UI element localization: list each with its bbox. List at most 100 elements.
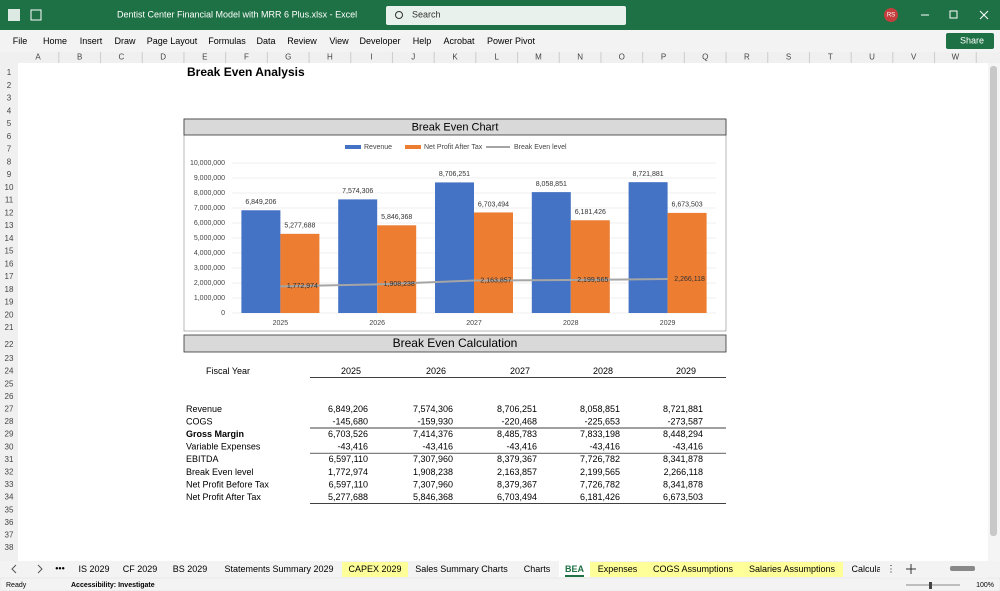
ribbon-tab[interactable]: File <box>13 36 28 46</box>
y-tick-label: 1,000,000 <box>194 295 225 302</box>
zoom-level: 100% <box>976 582 994 589</box>
tab-more[interactable]: ••• <box>55 563 64 573</box>
sheet-tab[interactable]: Expenses <box>598 564 638 574</box>
search-box[interactable] <box>386 6 626 25</box>
row-header: 30 <box>5 442 14 451</box>
ribbon-tab[interactable]: Draw <box>114 36 136 46</box>
row-header: 7 <box>7 145 12 154</box>
sheet-tab[interactable]: Calcula <box>851 564 881 574</box>
restore-button[interactable] <box>949 10 958 19</box>
row-label: EBITDA <box>186 454 219 464</box>
bar <box>531 192 571 313</box>
ribbon-tab[interactable]: Home <box>43 36 67 46</box>
close-button[interactable] <box>979 10 989 20</box>
cell-value: -220,468 <box>501 416 537 426</box>
y-tick-label: 7,000,000 <box>194 205 225 212</box>
sheet-tab[interactable]: BS 2029 <box>173 564 208 574</box>
row-label: Gross Margin <box>186 429 244 439</box>
column-header: M <box>535 53 542 62</box>
bar <box>628 182 668 313</box>
status-accessibility[interactable]: Accessibility: Investigate <box>71 582 155 589</box>
share-button[interactable] <box>946 33 994 49</box>
ribbon <box>0 30 1000 52</box>
row-header: 28 <box>5 417 14 426</box>
cell-value: 8,379,367 <box>497 479 537 489</box>
cell-value: 1,908,238 <box>413 467 453 477</box>
table-header: 2025 <box>341 366 361 376</box>
cell-value: -145,680 <box>332 416 368 426</box>
bar <box>280 233 320 313</box>
sheet-tab[interactable]: Charts <box>524 564 551 574</box>
cell-value: 6,703,526 <box>328 429 368 439</box>
y-tick-label: 5,000,000 <box>194 235 225 242</box>
column-header: C <box>119 53 125 62</box>
row-label: COGS <box>186 416 213 426</box>
cell-value: 5,277,688 <box>328 492 368 502</box>
legend-swatch <box>345 145 361 149</box>
ribbon-tab[interactable]: Acrobat <box>443 36 475 46</box>
ribbon-tab[interactable]: Insert <box>80 36 103 46</box>
ribbon-tab[interactable]: Formulas <box>208 36 246 46</box>
table-header: 2026 <box>426 366 446 376</box>
sheet-tab[interactable]: CF 2029 <box>123 564 158 574</box>
sheet-tab[interactable]: BEA <box>565 564 585 574</box>
ribbon-tab[interactable]: Power Pivot <box>487 36 536 46</box>
line-series <box>280 278 668 288</box>
tab-active <box>559 561 590 577</box>
y-tick-label: 6,000,000 <box>194 220 225 227</box>
x-tick-label: 2025 <box>273 320 289 327</box>
ribbon-tab[interactable]: Data <box>256 36 275 46</box>
row-header: 33 <box>5 480 14 489</box>
row-header: 1 <box>7 68 12 77</box>
tab-highlight <box>741 562 843 577</box>
row-header: 23 <box>5 354 14 363</box>
bar <box>474 212 513 313</box>
ribbon-tab[interactable]: Help <box>413 36 432 46</box>
share-label: Share <box>960 35 984 45</box>
cell-value: -43,416 <box>672 442 703 452</box>
ribbon-tab[interactable]: Developer <box>359 36 400 46</box>
table-header: 2028 <box>593 366 613 376</box>
column-header: N <box>577 53 583 62</box>
tab-more-right[interactable]: ⋮ <box>887 563 896 573</box>
sheet-tab[interactable]: IS 2029 <box>78 564 109 574</box>
sheet-tab[interactable]: Statements Summary 2029 <box>224 564 333 574</box>
user-avatar[interactable] <box>884 8 898 22</box>
row-label: Break Even level <box>186 467 254 477</box>
row-header: 38 <box>5 543 14 552</box>
sheet-tab[interactable]: COGS Assumptions <box>653 564 734 574</box>
scroll-thumb[interactable] <box>990 66 997 536</box>
column-header: J <box>411 53 415 62</box>
add-sheet[interactable] <box>906 564 916 574</box>
save-icon[interactable] <box>30 9 42 21</box>
zoom-thumb[interactable] <box>929 582 932 589</box>
ribbon-tab[interactable]: View <box>329 36 349 46</box>
data-label: 7,574,306 <box>342 188 373 195</box>
ribbon-tab[interactable]: Page Layout <box>147 36 198 46</box>
row-header: 11 <box>5 196 14 205</box>
table-header: Fiscal Year <box>206 366 250 376</box>
cell-value: 8,721,881 <box>663 404 703 414</box>
legend-label: Revenue <box>364 144 392 151</box>
cell-value: 6,181,426 <box>580 492 620 502</box>
cell-value: 6,673,503 <box>663 492 703 502</box>
data-label: 1,772,974 <box>287 283 318 290</box>
sheet-tab[interactable]: CAPEX 2029 <box>348 564 401 574</box>
h-scroll-thumb[interactable] <box>950 566 975 571</box>
row-header: 3 <box>7 94 12 103</box>
y-tick-label: 3,000,000 <box>194 265 225 272</box>
tab-scroll-arrows[interactable] <box>11 564 43 574</box>
sheet-tab[interactable]: Sales Summary Charts <box>415 564 508 574</box>
cell-value: -43,416 <box>589 442 620 452</box>
ribbon-tab[interactable]: Review <box>287 36 317 46</box>
tab-highlight <box>342 562 408 577</box>
column-header: K <box>452 53 458 62</box>
row-header: 22 <box>5 340 14 349</box>
column-header: P <box>661 53 666 62</box>
sheet-tab[interactable]: Salaries Assumptions <box>749 564 836 574</box>
column-header: L <box>494 53 499 62</box>
row-header: 21 <box>5 323 14 332</box>
chart-heading: Break Even Chart <box>412 121 499 133</box>
row-header: 9 <box>7 170 12 179</box>
row-header-bar <box>0 52 18 561</box>
